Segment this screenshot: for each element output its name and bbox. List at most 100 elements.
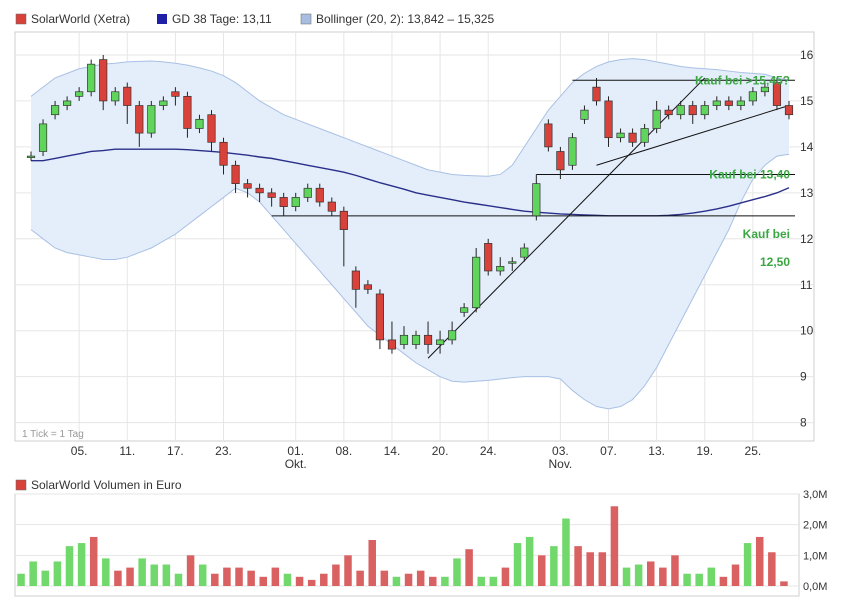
- candle-up: [652, 109, 661, 129]
- candle-down: [327, 201, 336, 212]
- volume-bar: [211, 573, 219, 586]
- price-x-tick-label: 13.: [648, 444, 665, 458]
- candle-down: [351, 270, 360, 290]
- candle-down: [604, 100, 613, 139]
- price-y-tick-label: 16: [800, 48, 814, 62]
- volume-bar: [126, 567, 134, 586]
- volume-bar: [259, 576, 267, 586]
- volume-bar: [114, 570, 122, 586]
- candle-up: [472, 256, 481, 309]
- candle-up: [111, 91, 120, 102]
- volume-bars: [17, 506, 788, 586]
- volume-bar: [17, 573, 25, 586]
- price-x-tick-label: 07.: [600, 444, 617, 458]
- volume-bar: [198, 564, 207, 586]
- volume-bar: [138, 558, 146, 586]
- volume-bar: [477, 576, 485, 586]
- volume-bar: [283, 573, 292, 586]
- candle-down: [231, 164, 240, 185]
- annotation-label: Kauf bei: [743, 227, 790, 241]
- price-y-axis: 8 9 10 11 12 13 14 15 16: [800, 48, 814, 430]
- volume-bar: [162, 564, 171, 586]
- price-panel-frame: [14, 31, 815, 442]
- candle-down: [267, 192, 276, 198]
- candle-up: [435, 339, 445, 345]
- volume-bar: [610, 506, 619, 586]
- candle-up: [75, 91, 84, 97]
- volume-y-tick-label: 0,0M: [803, 581, 827, 593]
- volume-bar: [416, 570, 425, 586]
- candle-down: [339, 210, 348, 230]
- legend-volume-label: SolarWorld Volumen in Euro: [31, 478, 182, 492]
- volume-bar: [29, 561, 37, 586]
- candles: [26, 54, 794, 354]
- volume-bar: [586, 552, 594, 586]
- price-x-tick-label: 14.: [384, 444, 401, 458]
- candle-down: [484, 243, 493, 272]
- candle-down: [592, 86, 601, 102]
- volume-bar: [683, 573, 691, 586]
- volume-bar: [646, 561, 655, 586]
- volume-bar: [768, 552, 776, 586]
- price-x-axis: 05. 11. 17. 23. 01.Okt. 08. 14. 20. 24. 03.Nov. 07…: [71, 444, 761, 471]
- candle-down: [255, 187, 264, 194]
- volume-bar: [150, 564, 159, 586]
- price-y-tick-label: 8: [800, 416, 807, 430]
- price-x-tick-label: 03.: [552, 444, 569, 458]
- candle-up: [399, 334, 409, 345]
- legend-ma-swatch: [157, 14, 167, 24]
- price-y-tick-label: 13: [800, 186, 814, 200]
- price-x-tick-label: 23.: [215, 444, 232, 458]
- volume-bar: [755, 536, 764, 586]
- candle-down: [664, 109, 673, 116]
- volume-bar: [780, 581, 788, 586]
- volume-bar: [695, 573, 703, 586]
- candle-up: [87, 63, 96, 93]
- candle-down: [99, 59, 108, 102]
- volume-y-axis: 0,0M 1,0M 2,0M 3,0M: [803, 489, 827, 593]
- price-x-tick-label: 25.: [745, 444, 762, 458]
- price-x-tick-label: 20.: [432, 444, 449, 458]
- bollinger-fill: [31, 58, 789, 409]
- bollinger-lower: [30, 153, 790, 410]
- price-x-tick-label: 08.: [335, 444, 352, 458]
- volume-bar: [295, 576, 304, 586]
- volume-bar: [743, 543, 752, 586]
- candle-up: [411, 334, 421, 345]
- candle-down: [724, 100, 733, 106]
- candle-down: [544, 123, 553, 148]
- candle-up: [38, 123, 48, 152]
- volume-bar: [453, 558, 461, 586]
- legend-price-swatch: [15, 13, 27, 25]
- price-x-tick-sublabel: Nov.: [548, 457, 572, 471]
- volume-bar: [465, 549, 473, 586]
- candle-down: [123, 86, 132, 106]
- price-y-tick-label: 9: [800, 370, 807, 384]
- candle-down: [219, 141, 228, 166]
- price-x-tick-sublabel: Okt.: [285, 457, 307, 471]
- volume-bar: [53, 561, 62, 586]
- volume-bar: [223, 567, 231, 586]
- volume-bar: [320, 573, 328, 586]
- legend-ma-label: GD 38 Tage: 13,11: [172, 12, 272, 26]
- candle-up: [147, 105, 156, 134]
- volume-bar: [513, 543, 522, 586]
- price-x-tick-label: 19.: [696, 444, 713, 458]
- candle-down: [315, 187, 324, 203]
- volume-bar: [707, 567, 716, 586]
- candle-down: [279, 197, 288, 207]
- candle-down: [423, 334, 433, 345]
- price-y-tick-label: 15: [800, 94, 814, 108]
- annotation-label: Kauf bei 13,40: [709, 167, 790, 181]
- candle-up: [640, 128, 649, 143]
- volume-bar: [235, 567, 243, 586]
- bollinger-upper: [30, 58, 790, 177]
- candle-down: [784, 105, 794, 116]
- candle-up: [520, 247, 529, 258]
- unit-note: 1 Tick = 1 Tag: [22, 429, 84, 440]
- volume-bar: [41, 570, 50, 586]
- volume-y-tick-label: 1,0M: [803, 550, 827, 562]
- candle-up: [460, 307, 469, 313]
- volume-bar: [186, 555, 195, 586]
